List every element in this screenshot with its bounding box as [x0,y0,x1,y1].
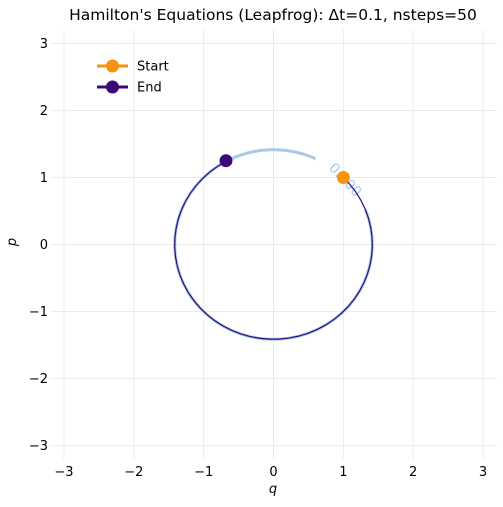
y-tick-label: 0 [40,238,48,253]
grid [50,30,497,459]
chart-title: Hamilton's Equations (Leapfrog): Δt=0.1,… [69,6,477,24]
y-tick-label: 3 [40,37,48,52]
x-tick-label: −2 [124,465,143,480]
legend-start-marker [106,59,119,73]
y-tick-label: 1 [40,171,48,186]
end-marker [219,154,233,168]
x-tick-label: 1 [339,465,347,480]
legend-end-marker [106,80,119,94]
legend: Start End [97,59,169,96]
x-tick-label: −3 [54,465,73,480]
trajectory-line [174,160,373,340]
y-tick-label: −2 [29,372,48,387]
y-tick-label: −3 [29,439,48,454]
x-tick-label: 2 [409,465,417,480]
x-tick-label: 3 [479,465,487,480]
x-tick-label: 0 [269,465,277,480]
y-axis-label: p [5,238,20,247]
y-tick-label: −1 [29,305,48,320]
legend-end-label: End [137,81,162,96]
tick-labels: −3 −2 −1 0 1 2 3 −3 −2 −1 0 1 2 3 [29,37,487,480]
start-marker [336,170,350,184]
x-axis-label: q [269,482,277,497]
legend-start-label: Start [137,60,169,75]
y-tick-label: 2 [40,104,48,119]
x-tick-label: −1 [194,465,213,480]
